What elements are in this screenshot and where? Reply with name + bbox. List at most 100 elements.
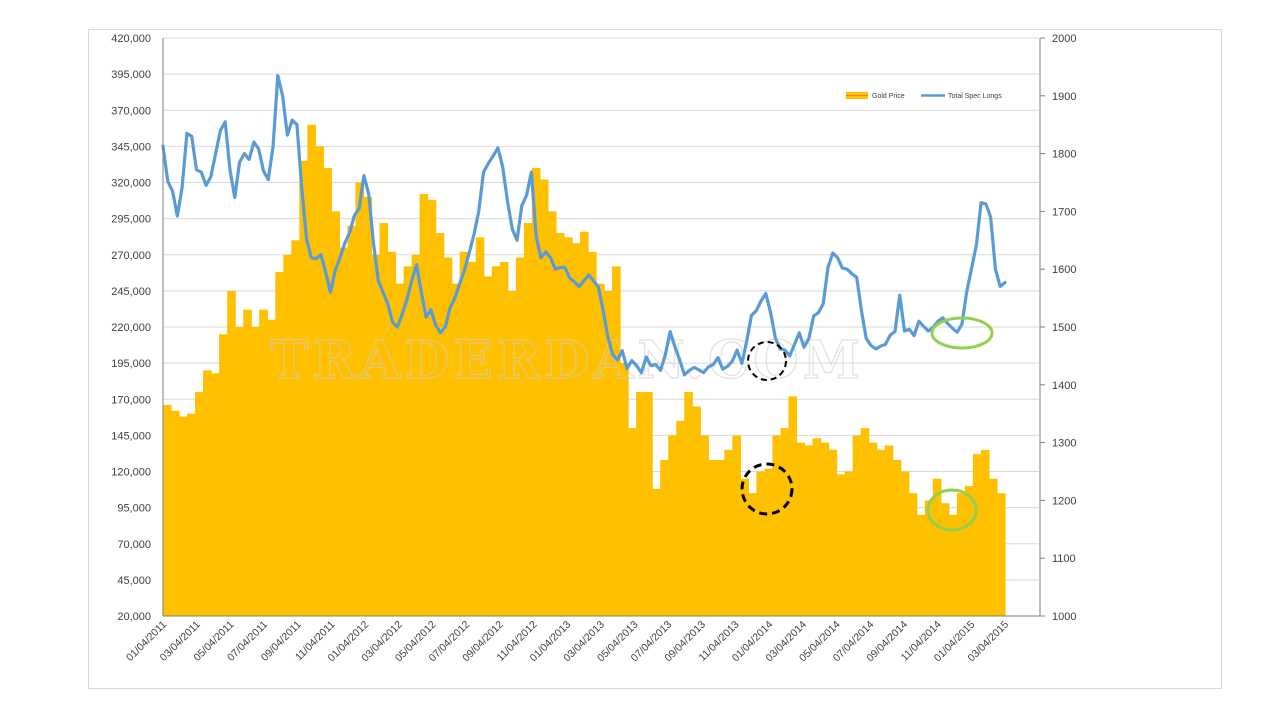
bar bbox=[804, 445, 814, 616]
bar bbox=[499, 261, 509, 616]
bar bbox=[964, 485, 974, 616]
bar bbox=[195, 392, 204, 616]
bar bbox=[355, 182, 365, 616]
bar bbox=[884, 445, 894, 616]
bar bbox=[900, 471, 910, 616]
bar bbox=[523, 222, 533, 616]
bar bbox=[275, 272, 284, 616]
bar bbox=[612, 266, 621, 616]
bar bbox=[972, 454, 982, 616]
bar bbox=[828, 449, 838, 616]
y-right-tick-label: 1500 bbox=[1052, 322, 1076, 334]
bar bbox=[307, 124, 316, 616]
bar bbox=[812, 438, 822, 616]
bar bbox=[507, 290, 517, 617]
y-left-tick-label: 45,000 bbox=[117, 575, 151, 587]
y-left-tick-label: 420,000 bbox=[111, 33, 151, 45]
bar bbox=[515, 257, 525, 616]
y-right-tick-label: 1600 bbox=[1052, 264, 1076, 276]
x-axis-ticks: 01/04/201103/04/201105/04/201107/04/2011… bbox=[124, 619, 1011, 665]
y-left-tick-label: 195,000 bbox=[111, 358, 151, 370]
bar bbox=[331, 211, 341, 616]
bar bbox=[796, 442, 806, 616]
y-left-tick-label: 70,000 bbox=[117, 539, 151, 551]
left-axis-ticks: 420,000 395,000 370,000 345,000 320,000 295,0… bbox=[111, 33, 151, 623]
bar bbox=[379, 222, 389, 616]
bar bbox=[940, 503, 950, 616]
legend-label-spec-longs: Total Spec Longs bbox=[948, 93, 1002, 100]
y-left-tick-label: 270,000 bbox=[111, 250, 151, 262]
y-left-tick-label: 395,000 bbox=[111, 69, 151, 81]
bar bbox=[660, 459, 669, 616]
bar bbox=[363, 196, 373, 616]
bar bbox=[475, 237, 485, 616]
bar bbox=[860, 428, 870, 616]
bar bbox=[604, 290, 613, 617]
bar bbox=[724, 449, 733, 616]
bar bbox=[628, 428, 637, 616]
bar bbox=[980, 449, 990, 616]
chart-frame: TRADERDAN.COM 420,000 395,000 370,000 345,0… bbox=[88, 29, 1222, 689]
bar bbox=[251, 327, 260, 616]
bar bbox=[187, 413, 196, 616]
bar bbox=[443, 257, 453, 616]
bar bbox=[932, 478, 942, 616]
bar bbox=[235, 327, 244, 616]
bar bbox=[780, 428, 790, 616]
legend: Gold Price Total Spec Longs bbox=[846, 92, 1002, 100]
right-axis-ticks: 2000 1900 1800 1700 1600 1500 1400 1300 1200 1100… bbox=[1040, 33, 1076, 623]
bar bbox=[571, 243, 581, 616]
bar bbox=[668, 435, 677, 617]
bar bbox=[748, 493, 758, 616]
bar bbox=[219, 334, 228, 616]
bar bbox=[996, 493, 1006, 616]
green-ellipse-line bbox=[930, 316, 994, 350]
bar bbox=[636, 392, 645, 616]
gold-vs-spec-longs-chart: TRADERDAN.COM 420,000 395,000 370,000 345,0… bbox=[111, 33, 1076, 665]
bar bbox=[756, 471, 766, 616]
bar bbox=[403, 266, 413, 616]
bar bbox=[267, 319, 276, 616]
black-dashed-circle-line bbox=[747, 341, 787, 381]
y-right-tick-label: 2000 bbox=[1052, 33, 1076, 45]
y-left-tick-label: 370,000 bbox=[111, 105, 151, 117]
bar bbox=[716, 459, 725, 616]
y-left-tick-label: 320,000 bbox=[111, 178, 151, 190]
bar bbox=[163, 405, 172, 616]
y-left-tick-label: 170,000 bbox=[111, 394, 151, 406]
bar bbox=[227, 290, 236, 617]
bar bbox=[820, 442, 830, 616]
bar bbox=[596, 283, 605, 616]
bar bbox=[451, 283, 461, 616]
bar bbox=[892, 459, 902, 616]
annotations bbox=[740, 316, 994, 532]
bar bbox=[988, 478, 998, 616]
y-left-tick-label: 345,000 bbox=[111, 141, 151, 153]
bar bbox=[491, 266, 501, 616]
bar bbox=[531, 168, 541, 617]
y-left-tick-label: 95,000 bbox=[117, 503, 151, 515]
y-left-tick-label: 145,000 bbox=[111, 430, 151, 442]
bar bbox=[876, 449, 886, 616]
bar bbox=[459, 251, 469, 617]
bar bbox=[427, 199, 437, 616]
bar bbox=[203, 370, 212, 616]
bar bbox=[700, 435, 709, 617]
bar bbox=[764, 468, 774, 616]
bar bbox=[676, 420, 685, 616]
bar bbox=[411, 254, 421, 616]
y-right-tick-label: 1900 bbox=[1052, 91, 1076, 103]
bar bbox=[339, 247, 349, 616]
black-dashed-circle-bars bbox=[740, 462, 794, 516]
bar bbox=[924, 500, 934, 616]
bar bbox=[371, 254, 381, 616]
bar bbox=[395, 283, 405, 616]
gold-price-line-group bbox=[161, 73, 1007, 377]
y-right-tick-label: 1300 bbox=[1052, 438, 1076, 450]
bar bbox=[588, 251, 597, 617]
bar bbox=[171, 410, 180, 616]
legend-label-gold-price: Gold Price bbox=[872, 93, 905, 100]
bar bbox=[243, 309, 252, 616]
y-right-tick-label: 1000 bbox=[1052, 611, 1076, 623]
green-ellipse-bars bbox=[926, 488, 978, 532]
